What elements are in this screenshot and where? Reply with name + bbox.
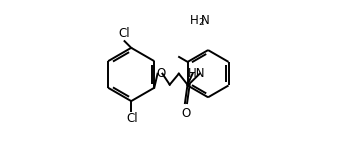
Text: O: O [181, 107, 190, 120]
Text: 2: 2 [198, 18, 204, 27]
Text: O: O [156, 67, 165, 80]
Text: N: N [201, 14, 210, 27]
Text: HN: HN [188, 67, 206, 80]
Text: Cl: Cl [126, 112, 138, 125]
Text: H: H [189, 14, 198, 27]
Text: Cl: Cl [118, 27, 130, 40]
